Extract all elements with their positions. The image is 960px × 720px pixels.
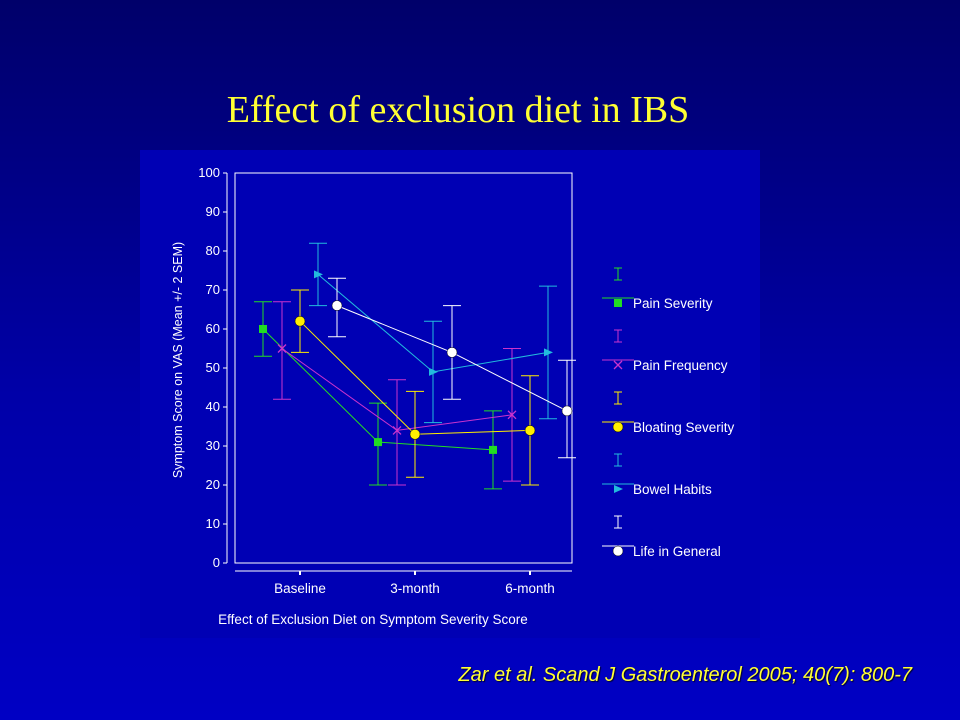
legend-label: Pain Frequency	[633, 358, 728, 373]
legend-item: Life in General	[602, 515, 721, 559]
data-point	[429, 367, 438, 376]
data-point	[507, 410, 517, 420]
chart-panel	[140, 150, 760, 638]
y-tick-label: 80	[206, 243, 220, 258]
x-tick-label: 3-month	[390, 581, 440, 596]
legend-label: Bowel Habits	[633, 482, 712, 497]
y-tick-label: 90	[206, 204, 220, 219]
data-point	[561, 405, 573, 417]
x-tick-label: 6-month	[505, 581, 555, 596]
series-bowel-habits	[309, 242, 557, 424]
citation: Zar et al. Scand J Gastroenterol 2005; 4…	[458, 664, 912, 686]
data-point	[259, 325, 267, 333]
series-pain-frequency	[273, 301, 521, 486]
y-tick-label: 40	[206, 399, 220, 414]
slide-title: Effect of exclusion diet in IBS	[226, 89, 690, 131]
data-point	[374, 438, 382, 447]
data-point	[294, 315, 306, 327]
legend-item: Bloating Severity	[602, 391, 735, 435]
legend-marker-icon	[614, 485, 623, 493]
data-point	[331, 300, 343, 311]
y-tick-label: 20	[206, 477, 220, 492]
series-life-in-general	[328, 277, 576, 459]
data-point	[409, 429, 421, 440]
x-axis-label: Effect of Exclusion Diet on Symptom Seve…	[218, 612, 528, 627]
y-axis-label: Symptom Score on VAS (Mean +/- 2 SEM)	[171, 242, 185, 478]
data-point	[277, 344, 287, 353]
y-tick-label: 10	[206, 516, 220, 531]
series-bloating-severity	[291, 289, 539, 486]
legend-marker-icon	[612, 545, 624, 557]
data-point	[446, 347, 458, 358]
legend-marker-icon	[612, 421, 624, 433]
y-tick-label: 100	[198, 165, 220, 180]
data-point	[314, 270, 323, 279]
chart: 0 10 20 30 40 50 60 70 80 90 100 Baseline 3-month 6-…	[140, 150, 760, 638]
y-tick-label: 30	[206, 438, 220, 453]
legend-marker-icon	[613, 360, 623, 370]
data-point	[524, 425, 536, 436]
y-tick-label: 0	[213, 555, 220, 570]
plot-frame	[234, 172, 573, 564]
legend-label: Life in General	[633, 544, 721, 559]
legend-item: Pain Severity	[602, 267, 713, 311]
data-point	[544, 348, 553, 357]
data-point	[489, 445, 497, 454]
y-tick-label: 50	[206, 360, 220, 375]
data-point	[392, 425, 402, 435]
x-tick-label: Baseline	[274, 581, 326, 596]
legend-item: Pain Frequency	[602, 329, 728, 373]
legend-marker-icon	[614, 299, 622, 307]
y-tick-label: 70	[206, 282, 220, 297]
legend-label: Bloating Severity	[633, 420, 735, 435]
legend-item: Bowel Habits	[602, 453, 712, 497]
y-tick-label: 60	[206, 321, 220, 336]
legend-label: Pain Severity	[633, 296, 713, 311]
